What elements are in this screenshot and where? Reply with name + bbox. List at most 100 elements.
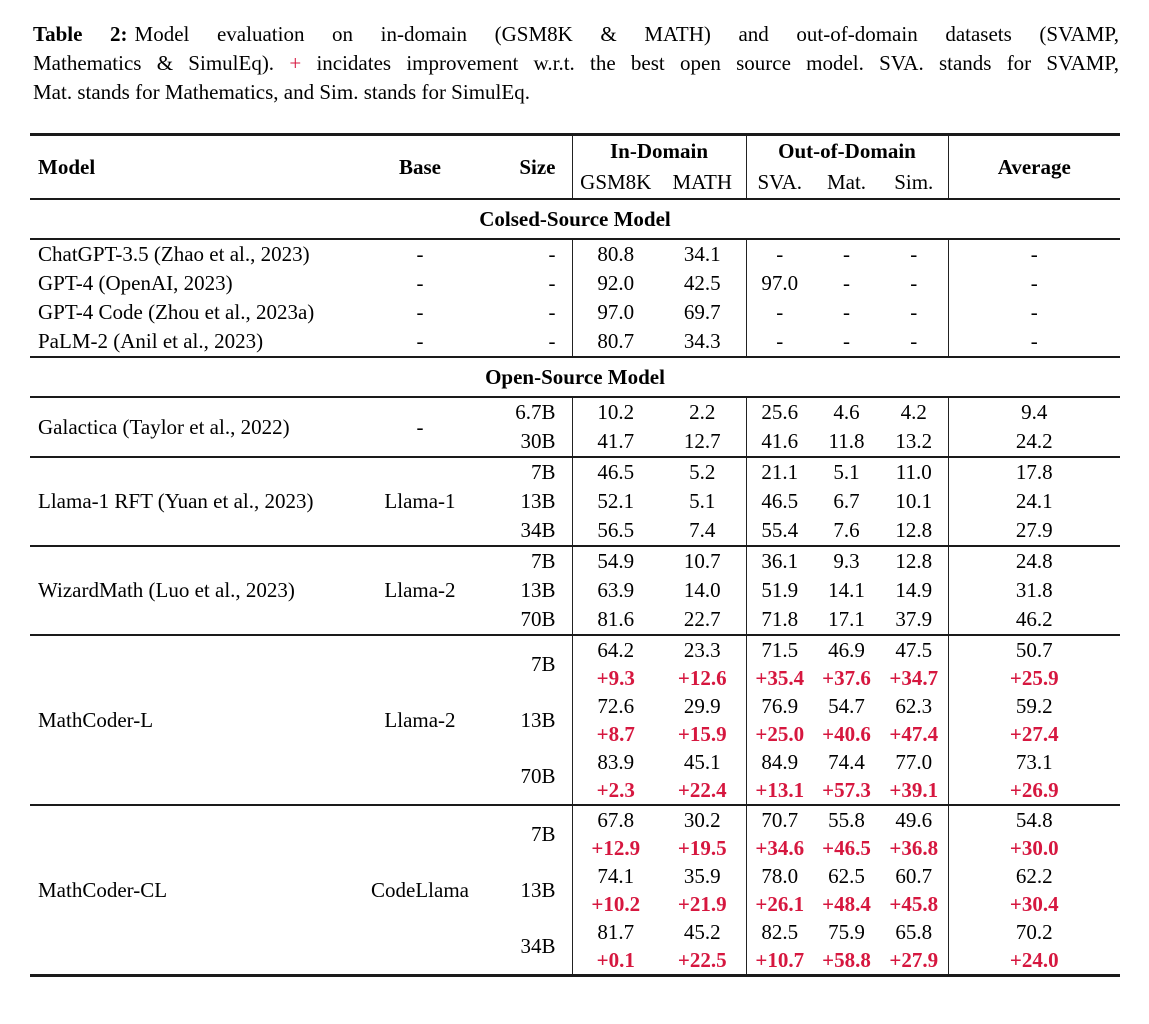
col-header-model: Model (38, 154, 96, 179)
header-row-groups: Model Base Size In-Domain Out-of-Domain … (30, 134, 1121, 199)
score-cell: 11.8 (828, 429, 865, 453)
score-cell: 71.8 (745, 605, 813, 635)
score-cell: 36.1 (745, 545, 813, 576)
score-cell: 60.7 (895, 863, 933, 888)
table-row: MathCoder-CL CodeLlama 7B 67.8 30.2 70.7 55.8 4… (30, 804, 1121, 976)
score-cell: 84.9 (745, 748, 813, 776)
model-size: 30B (520, 429, 556, 453)
col-header-size: Size (519, 154, 556, 179)
delta-cell: +34.7 (889, 665, 939, 690)
model-size: 7B (480, 634, 572, 692)
caption-text-2a: Mathematics & SimulEq). (33, 51, 275, 75)
score-cell: 41.6 (745, 427, 813, 457)
score-cell: 24.1 (947, 487, 1121, 516)
score-cell: 24.2 (947, 427, 1121, 457)
model-size: 13B (520, 489, 556, 513)
score-cell: 51.9 (745, 576, 813, 605)
score-cell: 11.0 (880, 456, 949, 487)
delta-cell: +22.4 (677, 777, 727, 802)
caption-text-1: Model evaluation on in-domain (GSM8K & M… (134, 22, 1119, 46)
score-cell: - (843, 242, 850, 266)
col-header-mat: Mat. (826, 170, 867, 194)
score-cell: 27.9 (947, 516, 1121, 546)
model-size: 7B (480, 545, 572, 576)
score-cell: 92.0 (571, 269, 659, 298)
score-cell: - (947, 269, 1121, 298)
col-header-average: Average (947, 134, 1121, 199)
delta-cell: +12.6 (677, 665, 727, 690)
score-cell: 12.8 (880, 545, 949, 576)
model-size: - (548, 300, 556, 324)
score-cell: - (947, 239, 1121, 269)
caption-line-1: Table 2: Model evaluation on in-domain (G… (33, 20, 1119, 49)
model-size: 70B (520, 763, 556, 788)
delta-cell: +30.4 (947, 890, 1121, 918)
score-cell: 62.5 (828, 863, 865, 888)
delta-cell: +10.7 (745, 946, 813, 976)
score-cell: 77.0 (895, 749, 933, 774)
caption-label: Table 2: (33, 22, 128, 46)
table-row: 13B 72.6 29.9 76.9 54.7 62.3 59.2 (30, 692, 1121, 732)
score-cell: 17.1 (828, 607, 865, 631)
score-cell: 52.1 (571, 487, 659, 516)
delta-cell: +27.9 (889, 947, 939, 972)
table-row: WizardMath (Luo et al., 2023) Llama-2 7B 54… (30, 545, 1121, 635)
score-cell: 65.8 (895, 919, 933, 944)
delta-cell: +36.8 (889, 835, 939, 860)
score-cell: 71.5 (745, 634, 813, 664)
model-size: 13B (520, 578, 556, 602)
score-cell: 10.7 (659, 545, 746, 576)
table-row: 34B 81.7 45.2 82.5 75.9 65.8 70.2 (30, 918, 1121, 958)
score-cell: 46.5 (571, 456, 659, 487)
delta-cell: +40.6 (822, 721, 871, 746)
base-model: Llama-2 (360, 634, 480, 805)
col-header-sim: Sim. (894, 170, 934, 194)
results-table: Model Base Size In-Domain Out-of-Domain … (30, 133, 1121, 977)
score-cell: 37.9 (895, 607, 933, 631)
table-row: 13B 74.1 35.9 78.0 62.5 60.7 62.2 (30, 862, 1121, 902)
table-row: 30B 41.7 12.7 41.6 11.8 13.2 24.2 (30, 427, 1121, 457)
score-cell: 9.3 (813, 545, 880, 576)
score-cell: - (843, 271, 850, 295)
delta-row: +0.1 +22.5 +10.7 +58.8 +27.9 +24.0 (30, 946, 1121, 976)
score-cell: 62.2 (947, 862, 1121, 890)
table-body: Colsed-Source Model ChatGPT-3.5 (Zhao et … (30, 198, 1121, 976)
model-size: - (548, 242, 556, 266)
score-cell: 63.9 (571, 576, 659, 605)
delta-cell: +30.0 (947, 834, 1121, 862)
delta-row: +2.3 +22.4 +13.1 +57.3 +39.1 +26.9 (30, 776, 1121, 805)
score-cell: 78.0 (745, 862, 813, 890)
score-cell: 31.8 (947, 576, 1121, 605)
score-cell: 34.1 (683, 242, 721, 266)
base-model: CodeLlama (360, 804, 480, 976)
model-size: - (548, 329, 556, 353)
model-name: ChatGPT-3.5 (Zhao et al., 2023) (38, 242, 310, 266)
section-title: Open-Source Model (30, 356, 1121, 398)
model-name: MathCoder-L (30, 634, 360, 805)
table-row: ChatGPT-3.5 (Zhao et al., 2023) - -80.8 34.… (30, 239, 1121, 269)
table-row: PaLM-2 (Anil et al., 2023) - -80.7 34.3- - - - (30, 327, 1121, 357)
delta-cell: +24.0 (947, 946, 1121, 976)
score-cell: 45.1 (683, 749, 721, 774)
score-cell: 12.7 (683, 429, 721, 453)
score-cell: - (745, 239, 813, 269)
model-size: 70B (520, 607, 556, 631)
score-cell: 97.0 (745, 269, 813, 298)
score-cell: - (843, 329, 850, 353)
delta-cell: +15.9 (677, 721, 727, 746)
model-size: 34B (520, 518, 556, 542)
score-cell: 22.7 (683, 607, 721, 631)
score-cell: 5.1 (689, 489, 716, 513)
score-cell: 6.7 (833, 489, 860, 513)
table-row: Llama-1 RFT (Yuan et al., 2023) Llama-1 7B… (30, 456, 1121, 546)
caption-text-2b: incidates improvement w.r.t. the best op… (316, 51, 1120, 75)
model-size: 7B (480, 456, 572, 487)
base-model: Llama-1 (360, 456, 480, 546)
model-size: 7B (480, 804, 572, 862)
score-cell: 5.2 (659, 456, 746, 487)
model-name: WizardMath (Luo et al., 2023) (30, 545, 360, 635)
score-cell: 72.6 (571, 692, 659, 720)
score-cell: 42.5 (683, 271, 721, 295)
base-model: - (416, 271, 424, 295)
score-cell: 97.0 (571, 298, 659, 327)
